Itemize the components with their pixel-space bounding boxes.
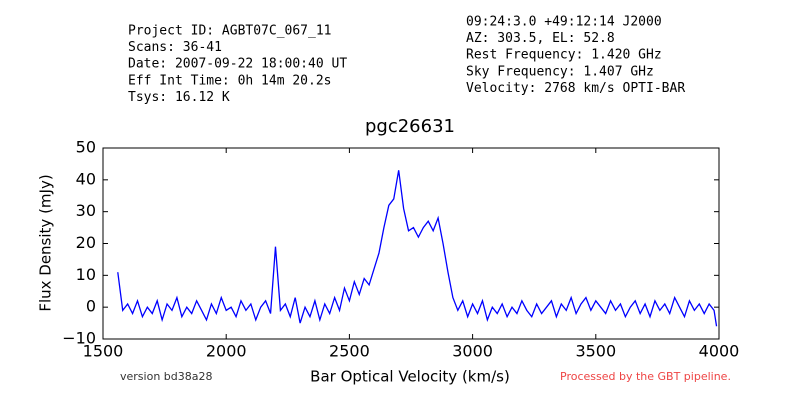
y-tick-label: 40 <box>76 169 96 188</box>
y-axis-label: Flux Density (mJy) <box>37 174 55 311</box>
footer-version: version bd38a28 <box>120 370 213 383</box>
header-line: Velocity: 2768 km/s OPTI-BAR <box>466 81 685 96</box>
y-tick-label: 0 <box>86 297 96 316</box>
y-tick-label: 50 <box>76 138 96 157</box>
x-tick-label: 4000 <box>699 342 740 361</box>
x-tick-label: 3000 <box>452 342 493 361</box>
header-line: 09:24:3.0 +49:12:14 J2000 <box>466 15 662 30</box>
x-tick-label: 2500 <box>329 342 370 361</box>
chart-title: pgc26631 <box>365 116 455 137</box>
header-line: AZ: 303.5, EL: 52.8 <box>466 31 615 46</box>
x-tick-label: 1500 <box>83 342 124 361</box>
y-tick-label: 10 <box>76 265 96 284</box>
header-line: Scans: 36-41 <box>128 40 222 55</box>
x-axis-label: Bar Optical Velocity (km/s) <box>310 368 510 386</box>
x-tick-label: 2000 <box>206 342 247 361</box>
header-line: Eff Int Time: 0h 14m 20.2s <box>128 73 332 88</box>
header-line: Sky Frequency: 1.407 GHz <box>466 64 654 79</box>
header-line: Date: 2007-09-22 18:00:40 UT <box>128 57 347 72</box>
y-tick-label: 30 <box>76 201 96 220</box>
header-line: Rest Frequency: 1.420 GHz <box>466 48 662 63</box>
spectrum-line <box>117 170 718 327</box>
y-tick-label: −10 <box>62 329 96 348</box>
plot-frame <box>102 147 720 340</box>
header-line: Project ID: AGBT07C_067_11 <box>128 24 332 39</box>
header-line: Tsys: 16.12 K <box>128 90 230 105</box>
y-tick-label: 20 <box>76 233 96 252</box>
x-tick-label: 3500 <box>575 342 616 361</box>
footer-pipeline: Processed by the GBT pipeline. <box>560 370 731 383</box>
